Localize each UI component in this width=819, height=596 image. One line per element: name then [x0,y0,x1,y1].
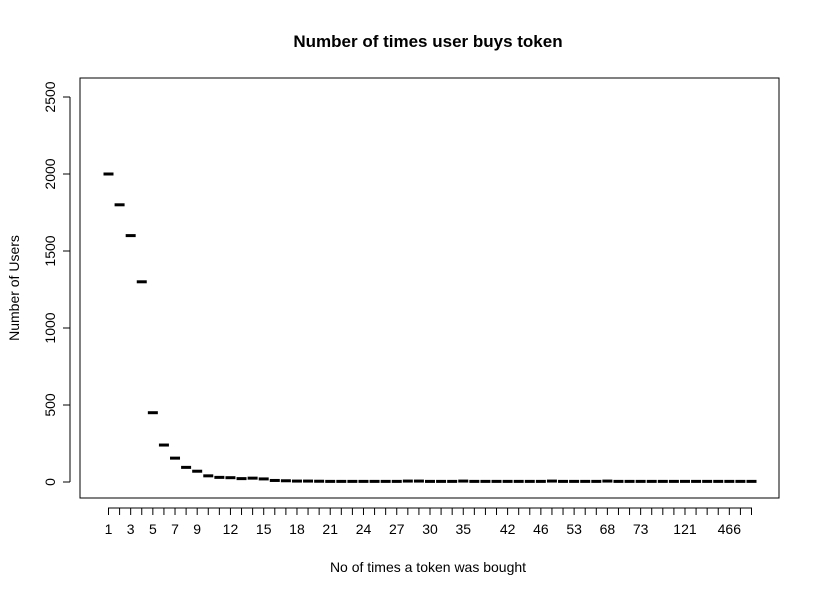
x-tick-label: 5 [149,521,157,537]
x-tick-label: 121 [673,521,697,537]
y-tick-label: 500 [42,393,58,417]
x-tick-label: 21 [322,521,338,537]
x-tick-label: 3 [127,521,135,537]
y-axis: 0 500 1000 1500 2000 2500 [42,81,70,486]
x-tick-label: 24 [356,521,372,537]
x-tick-label: 46 [533,521,549,537]
x-tick-label: 12 [223,521,239,537]
x-tick-label: 27 [389,521,405,537]
x-tick-label: 35 [455,521,471,537]
y-tick-label: 2000 [42,158,58,189]
x-tick-label: 15 [256,521,272,537]
x-tick-label: 53 [566,521,582,537]
x-tick-label: 1 [105,521,113,537]
x-tick-label: 30 [422,521,438,537]
x-axis-label: No of times a token was bought [330,559,526,575]
y-tick-label: 1000 [42,312,58,343]
x-tick-label: 68 [600,521,616,537]
box-marks [103,172,757,483]
y-tick-label: 2500 [42,81,58,112]
y-tick-label: 1500 [42,235,58,266]
x-tick-label: 466 [718,521,742,537]
chart-title: Number of times user buys token [293,32,562,51]
x-tick-label: 7 [171,521,179,537]
x-tick-label: 9 [193,521,201,537]
x-axis: 1 3 5 7 9 12 15 18 21 24 27 30 35 42 46 53 68 73 121 466 [105,508,752,537]
y-tick-label: 0 [42,478,58,486]
x-tick-label: 73 [633,521,649,537]
y-axis-label: Number of Users [6,235,22,341]
x-tick-label: 18 [289,521,305,537]
plot-frame [79,77,780,499]
x-tick-label: 42 [500,521,516,537]
